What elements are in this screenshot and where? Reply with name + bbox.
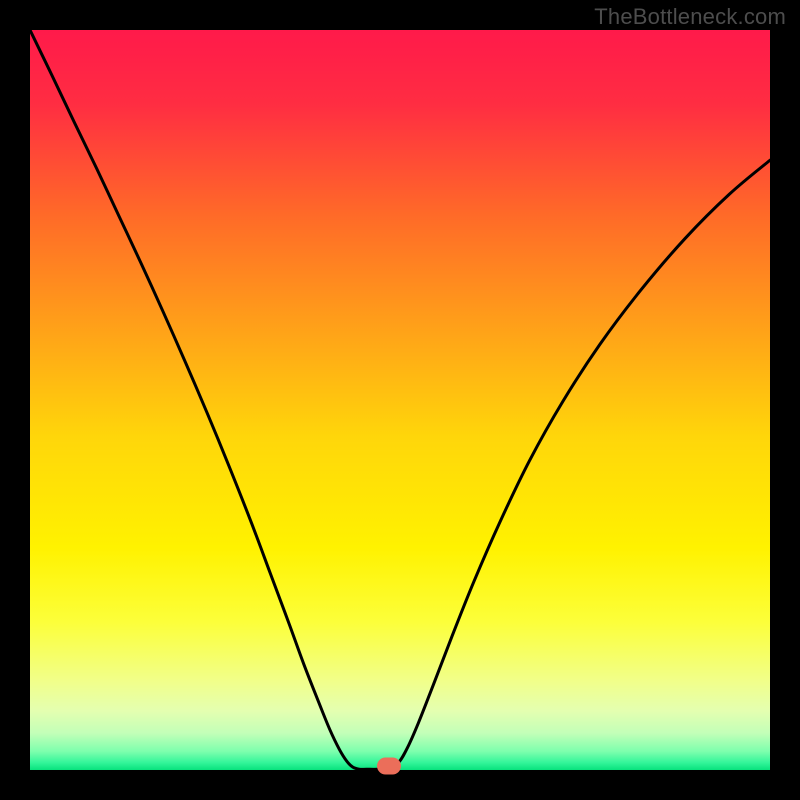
plot-area [30, 30, 770, 770]
optimal-point-marker [377, 758, 401, 775]
chart-root: TheBottleneck.com [0, 0, 800, 800]
bottleneck-curve [30, 30, 770, 770]
watermark-label: TheBottleneck.com [594, 4, 786, 30]
